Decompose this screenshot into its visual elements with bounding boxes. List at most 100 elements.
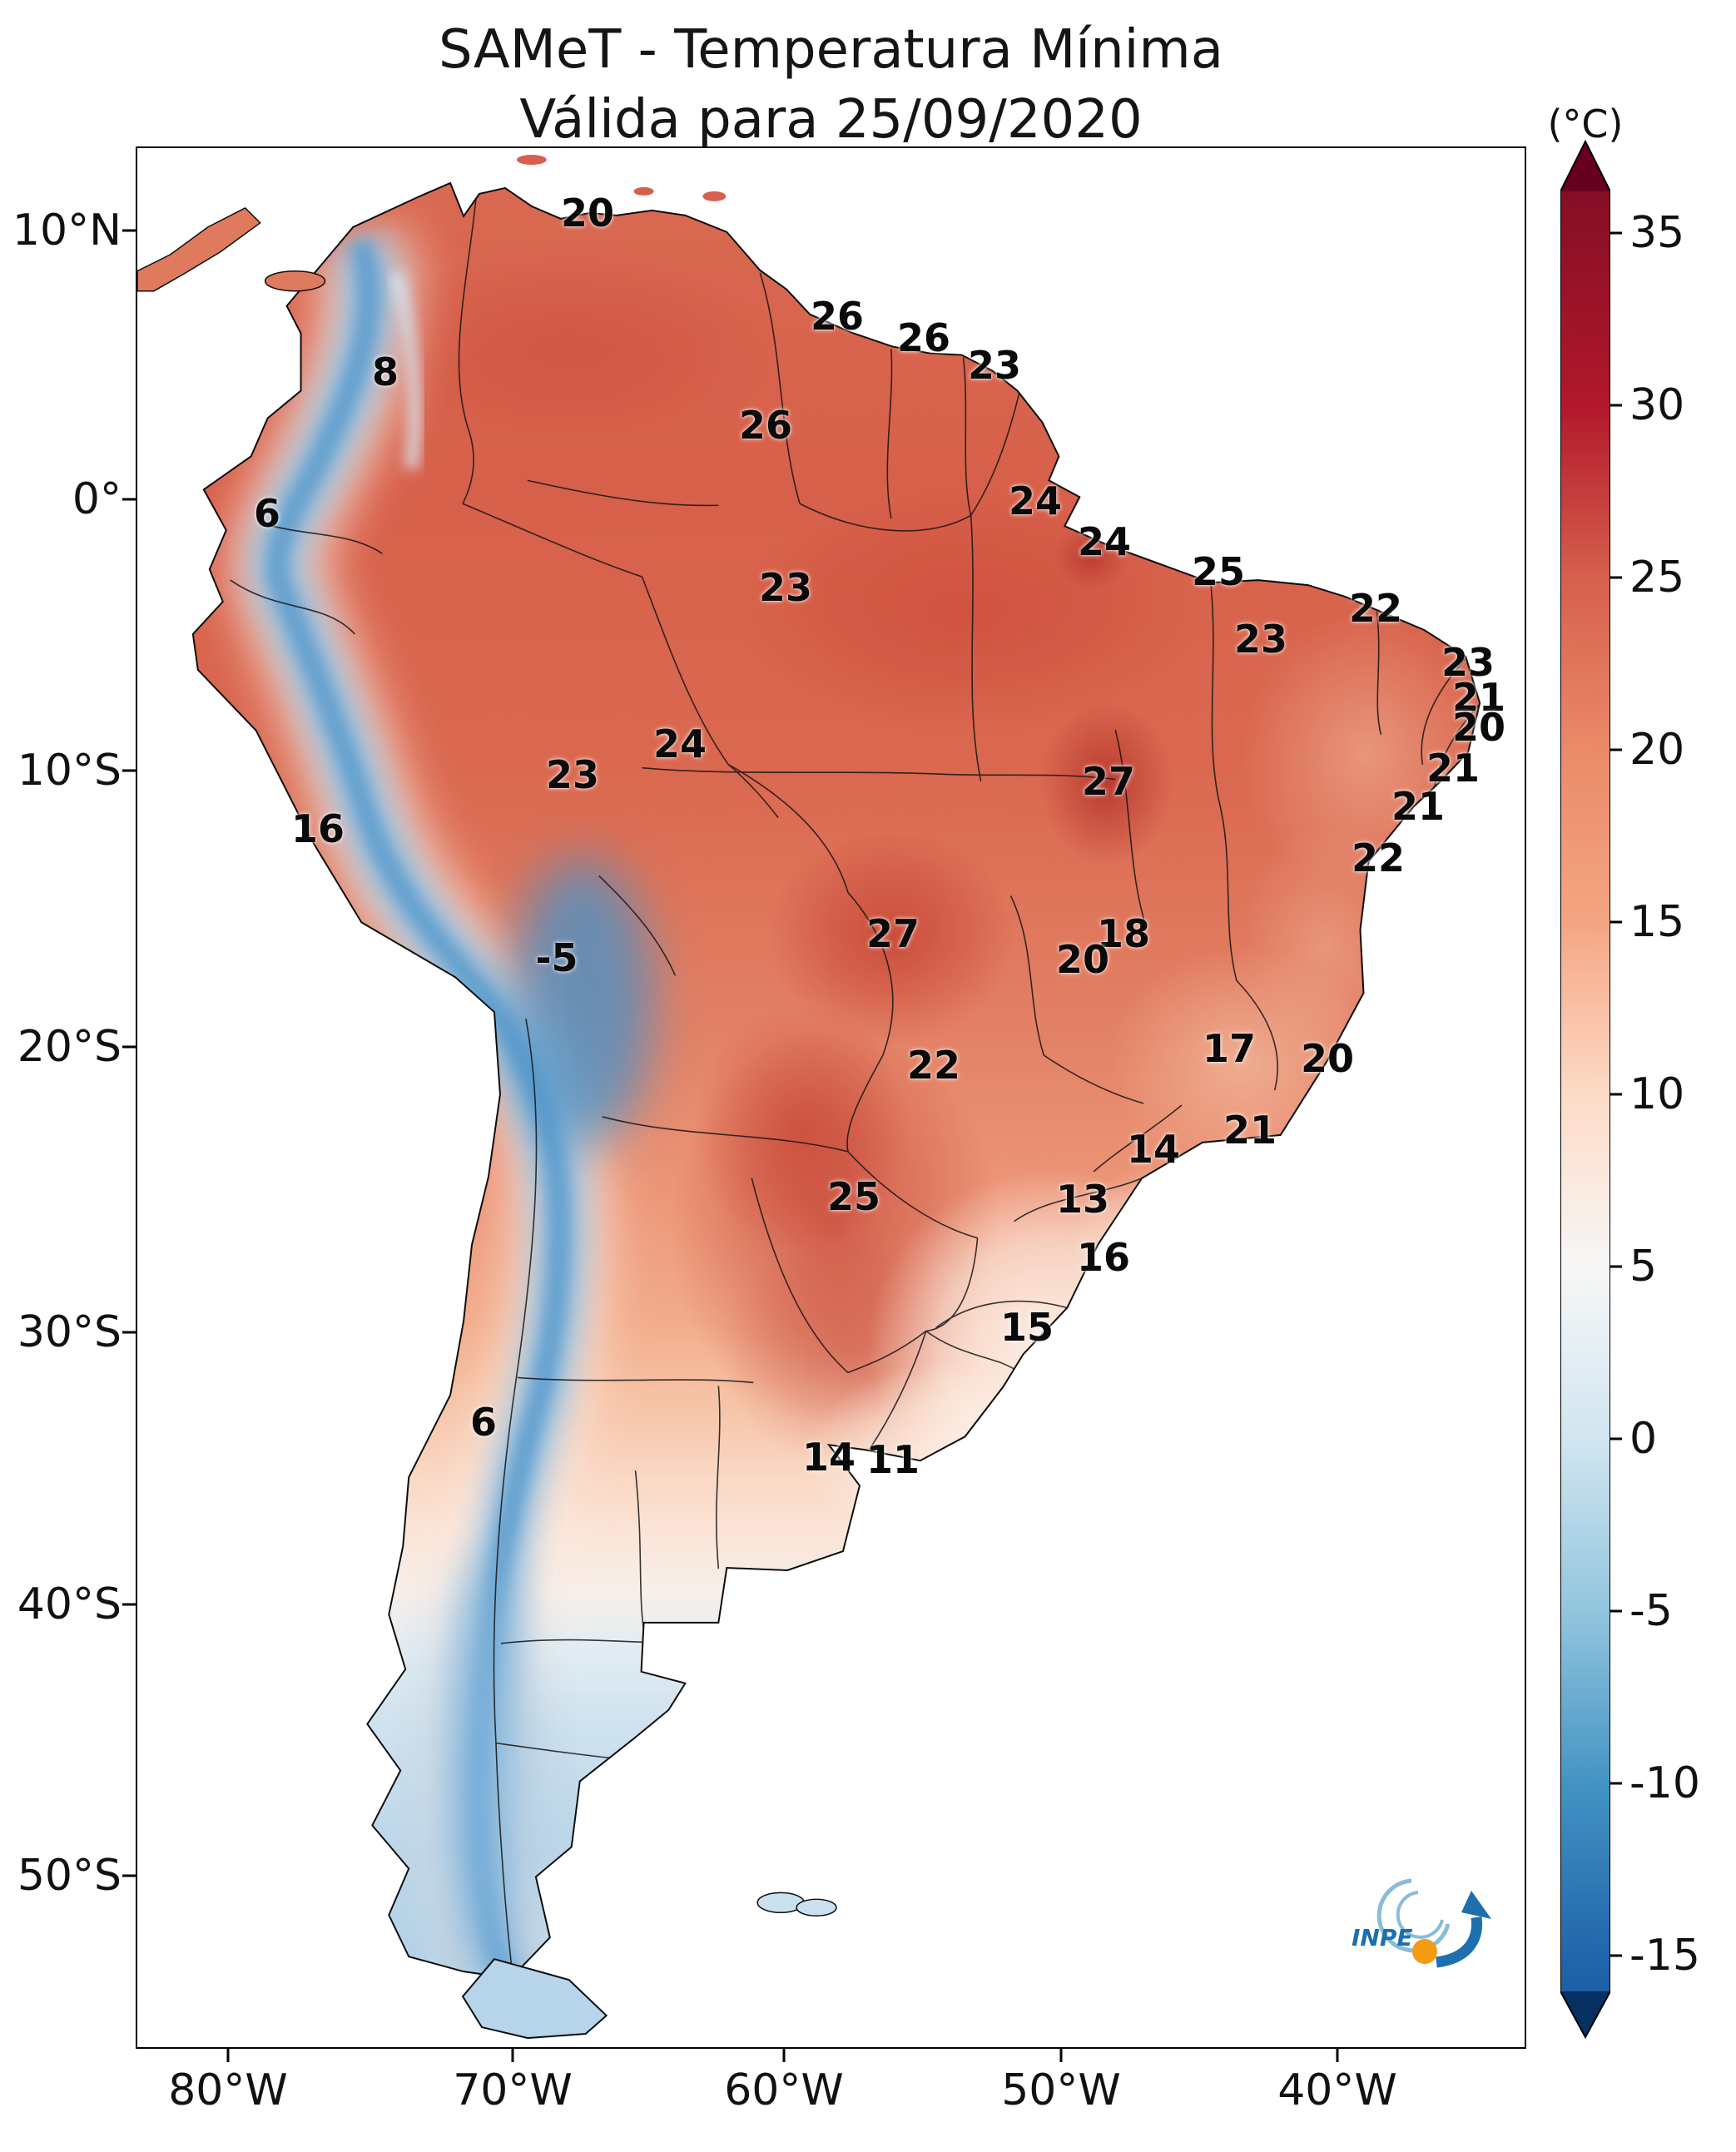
colorbar-tick-mark	[1610, 576, 1622, 579]
colorbar-tick-label: 30	[1629, 380, 1685, 430]
temperature-label: 11	[866, 1437, 920, 1482]
falkland-islands	[756, 1892, 837, 1917]
temperature-label: 22	[906, 1043, 961, 1088]
colorbar-tick-label: -15	[1629, 1931, 1700, 1981]
colorbar-tick-label: 15	[1629, 897, 1685, 947]
colorbar-tick-mark	[1610, 1265, 1622, 1268]
temperature-label: 23	[758, 565, 813, 610]
colorbar-tick-mark	[1610, 920, 1622, 924]
y-axis-tick-label: 30°S	[17, 1307, 122, 1357]
colorbar-over-arrow	[1560, 141, 1610, 191]
colorbar-tick-mark	[1610, 1782, 1622, 1785]
colorbar-tick-label: 0	[1629, 1414, 1658, 1464]
colorbar-tick-label: 25	[1629, 553, 1685, 602]
colorbar-tick-mark	[1610, 1609, 1622, 1613]
temperature-label: 23	[545, 752, 600, 797]
colorbar-tick-mark	[1610, 1437, 1622, 1440]
caribbean-islands	[516, 154, 727, 201]
temperature-label: 26	[810, 294, 865, 339]
x-axis-tick-label: 50°W	[1001, 2065, 1121, 2115]
x-axis-tick-mark	[511, 2049, 514, 2062]
temperature-label: -5	[535, 935, 578, 980]
temperature-label: 20	[560, 191, 615, 236]
temperature-label: 21	[1391, 784, 1446, 829]
y-axis-tick-mark	[122, 769, 136, 772]
temperature-label: 25	[826, 1174, 881, 1219]
temperature-label: 14	[801, 1435, 856, 1480]
y-axis-tick-mark	[122, 498, 136, 501]
y-axis-tick-mark	[122, 229, 136, 232]
temperature-label: 27	[1081, 759, 1136, 804]
temperature-labels-layer: 20 26 26 23 8 26 6 24 24 25 23 22 23 23 21 20 24 23 27 21 21…	[137, 148, 1525, 2047]
y-axis-tick-mark	[122, 1045, 136, 1049]
temperature-label: 24	[652, 721, 707, 766]
colorbar-tick-mark	[1610, 404, 1622, 407]
temperature-label: 26	[896, 315, 951, 360]
colorbar-tick-label: 35	[1629, 208, 1685, 258]
logo-arrowhead	[1461, 1891, 1491, 1919]
temperature-label: 25	[1191, 549, 1246, 594]
colorbar-tick-label: -5	[1629, 1586, 1673, 1636]
continent-coastline	[191, 181, 1481, 1980]
temperature-label: 20	[1055, 937, 1110, 982]
chart-title-line2: Válida para 25/09/2020	[519, 89, 1143, 151]
y-axis-tick-label: 0°	[72, 474, 122, 524]
y-axis-tick-label: 50°S	[17, 1851, 122, 1901]
colorbar-unit-label: (°C)	[1547, 102, 1624, 146]
temperature-label: 22	[1348, 586, 1403, 631]
logo-swirl-outer	[1376, 1878, 1451, 1953]
temperature-label: 15	[999, 1305, 1054, 1350]
y-axis-tick-mark	[122, 1874, 136, 1877]
colorbar-tick-mark	[1610, 1093, 1622, 1096]
y-axis-tick-label: 40°S	[17, 1579, 122, 1629]
y-axis-tick-mark	[122, 1603, 136, 1606]
y-axis-tick-label: 10°S	[17, 746, 122, 796]
temperature-label: 23	[1441, 640, 1495, 685]
temperature-label: 6	[253, 491, 281, 536]
x-axis-tick-label: 60°W	[724, 2065, 844, 2115]
country-borders	[230, 197, 1480, 1976]
temperature-label: 14	[1126, 1127, 1181, 1172]
temperature-label: 23	[967, 343, 1022, 388]
x-axis-tick-mark	[1059, 2049, 1063, 2062]
x-axis-tick-mark	[226, 2049, 230, 2062]
x-axis-tick-label: 40°W	[1277, 2065, 1397, 2115]
colorbar-tick-label: -10	[1629, 1758, 1700, 1808]
temperature-label: 20	[1300, 1036, 1355, 1081]
temperature-label: 20	[1451, 705, 1506, 750]
colorbar-tick-label: 10	[1629, 1069, 1685, 1119]
temperature-label: 17	[1202, 1026, 1257, 1071]
temperature-label: 13	[1055, 1177, 1110, 1222]
temperature-label: 6	[469, 1400, 498, 1445]
logo-swirl-inner	[1396, 1891, 1444, 1939]
map-plot-area: 20 26 26 23 8 26 6 24 24 25 23 22 23 23 21 20 24 23 27 21 21…	[136, 146, 1526, 2049]
temperature-label: 23	[1233, 617, 1288, 662]
temperature-label: 8	[371, 350, 399, 394]
inpe-logo-text: INPE	[1352, 1924, 1413, 1951]
colorbar-tick-label: 20	[1629, 725, 1685, 775]
colorbar-tick-mark	[1610, 748, 1622, 751]
temperature-label: 21	[1451, 675, 1506, 720]
colorbar	[1560, 140, 1610, 2040]
temperature-label: 21	[1426, 746, 1481, 791]
panama-isthmus	[137, 206, 326, 292]
colorbar-tick-label: 5	[1629, 1242, 1658, 1292]
colorbar-tick-mark	[1610, 231, 1622, 235]
x-axis-tick-label: 80°W	[168, 2065, 288, 2115]
temperature-label: 16	[290, 806, 345, 851]
x-axis-tick-mark	[782, 2049, 786, 2062]
chart-title-line1: SAMeT - Temperatura Mínima	[439, 19, 1223, 81]
y-axis-tick-mark	[122, 1331, 136, 1334]
temperature-label: 27	[866, 911, 920, 956]
chart-title: SAMeT - Temperatura Mínima Válida para 2…	[136, 15, 1526, 156]
south-america-map	[137, 154, 1481, 2040]
temperature-label: 18	[1096, 911, 1151, 956]
x-axis-tick-label: 70°W	[453, 2065, 573, 2115]
y-axis-tick-label: 20°S	[17, 1022, 122, 1072]
colorbar-under-arrow	[1560, 1991, 1610, 2037]
temperature-label: 24	[1008, 478, 1063, 523]
logo-arrow	[1435, 1916, 1483, 1968]
logo-orange-sphere	[1412, 1939, 1437, 1964]
temperature-label: 22	[1351, 836, 1406, 880]
